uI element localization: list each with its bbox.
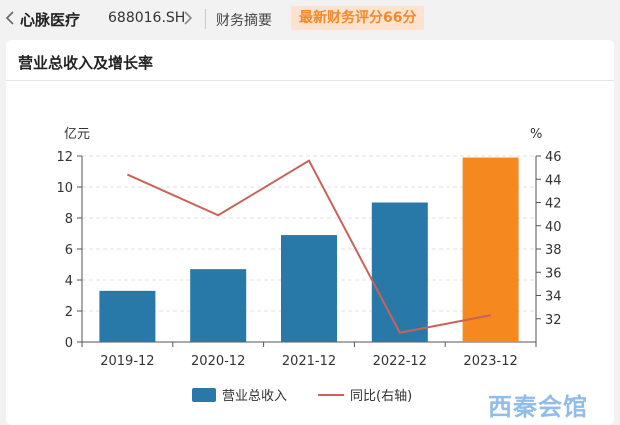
y-right-unit-label: %: [530, 127, 542, 142]
y-left-tick-label: 12: [56, 150, 73, 165]
y-left-unit-label: 亿元: [64, 127, 90, 142]
chart-card: 营业总收入及增长率 0 2 4 6 8 10 12 32 34 36 38 40 42 44 46 亿元% 20…: [6, 40, 614, 425]
y-left-tick-label: 10: [56, 181, 73, 196]
y-left-tick-label: 6: [65, 243, 73, 258]
back-chevron-icon[interactable]: [4, 10, 16, 26]
y-left-tick-label: 0: [65, 336, 73, 351]
header-divider: [205, 9, 206, 29]
y-right-tick-label: 32: [545, 313, 562, 328]
x-tick-label: 2020-12: [191, 354, 245, 369]
y-left-tick-label: 4: [65, 274, 73, 289]
y-right-tick-label: 34: [545, 290, 562, 305]
bar: [462, 157, 519, 342]
bar: [190, 269, 247, 342]
x-tick-label: 2022-12: [373, 354, 427, 369]
forward-chevron-icon[interactable]: [183, 10, 193, 26]
section-label[interactable]: 财务摘要: [216, 13, 272, 29]
y-right-tick-label: 44: [545, 173, 562, 188]
bar: [371, 202, 428, 342]
watermark-logo: 西秦会馆: [488, 393, 588, 421]
x-tick-label: 2019-12: [100, 354, 154, 369]
y-right-tick-label: 36: [545, 266, 562, 281]
y-right-tick-label: 46: [545, 150, 562, 165]
bar: [281, 235, 337, 342]
y-left-tick-label: 8: [65, 212, 73, 227]
y-right-tick-label: 42: [545, 197, 562, 212]
y-left-tick-label: 2: [65, 305, 73, 320]
stock-name: 心脉医疗: [20, 11, 81, 29]
legend-swatch-revenue: [192, 388, 216, 402]
bar: [99, 290, 156, 342]
y-right-tick-label: 40: [545, 220, 562, 235]
legend-label-growth: 同比(右轴): [350, 389, 412, 404]
header-bar: 心脉医疗 688016.SH 财务摘要 最新财务评分66分: [0, 0, 620, 38]
score-badge[interactable]: 最新财务评分66分: [291, 6, 425, 30]
x-tick-label: 2023-12: [463, 354, 517, 369]
y-right-tick-label: 38: [545, 243, 562, 258]
stock-code: 688016.SH: [108, 10, 186, 26]
card-title: 营业总收入及增长率: [18, 54, 154, 72]
x-tick-label: 2021-12: [282, 354, 336, 369]
card-divider: [6, 80, 614, 81]
legend-label-revenue: 营业总收入: [222, 389, 287, 404]
